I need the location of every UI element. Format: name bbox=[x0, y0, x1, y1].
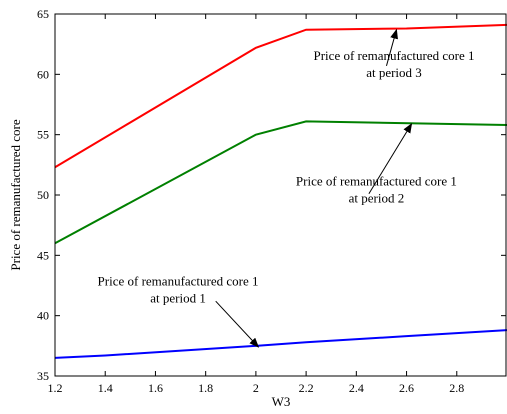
x-axis-label: W3 bbox=[272, 394, 291, 409]
y-tick-label-3: 45 bbox=[37, 248, 49, 262]
plot-background bbox=[55, 14, 507, 376]
x-tick-label-5: 2 bbox=[253, 381, 259, 395]
x-tick-label-2: 1.4 bbox=[98, 381, 113, 395]
annotation-3: Price of remanufactured core 1 at period … bbox=[98, 274, 259, 306]
x-tick-label-8: 2.6 bbox=[399, 381, 414, 395]
y-tick-label-5: 55 bbox=[37, 128, 49, 142]
annotation-arrow-3 bbox=[215, 300, 260, 348]
y-tick-label-6: 60 bbox=[37, 67, 49, 81]
annotation-2-line-2: at period 2 bbox=[349, 190, 405, 205]
series-line-3 bbox=[54, 23, 507, 169]
annotation-arrow-1 bbox=[385, 28, 398, 67]
plot-area bbox=[55, 14, 507, 376]
annotation-1: Price of remanufactured core 1 at period … bbox=[314, 48, 475, 80]
x-tick-label-7: 2.4 bbox=[349, 381, 364, 395]
y-tick-label-7: 65 bbox=[37, 7, 49, 21]
annotation-arrow-2 bbox=[368, 122, 413, 195]
series-line-1 bbox=[54, 329, 507, 359]
annotation-layer: Price of remanufactured core 1 at period … bbox=[98, 28, 475, 348]
x-tick-label-4: 1.8 bbox=[198, 381, 213, 395]
y-axis-label: Price of remanufactured core bbox=[8, 119, 23, 270]
axes-layer: 1.2 1.4 1.6 1.8 2 2.2 2.4 2.6 2.8 35 40 45 50 55 60 65 W… bbox=[8, 7, 507, 409]
annotation-1-line-2: at period 3 bbox=[366, 65, 422, 80]
x-tick-label-3: 1.6 bbox=[148, 381, 163, 395]
y-tick-label-1: 35 bbox=[37, 369, 49, 383]
x-tick-label-6: 2.2 bbox=[299, 381, 314, 395]
x-tick-label-1: 1.2 bbox=[48, 381, 63, 395]
annotation-1-line-1: Price of remanufactured core 1 bbox=[314, 48, 475, 63]
y-tick-label-2: 40 bbox=[37, 309, 49, 323]
annotation-3-line-1: Price of remanufactured core 1 bbox=[98, 274, 259, 289]
annotation-3-line-2: at period 1 bbox=[150, 291, 206, 306]
x-tick-label-9: 2.8 bbox=[449, 381, 464, 395]
y-tick-label-4: 50 bbox=[37, 188, 49, 202]
